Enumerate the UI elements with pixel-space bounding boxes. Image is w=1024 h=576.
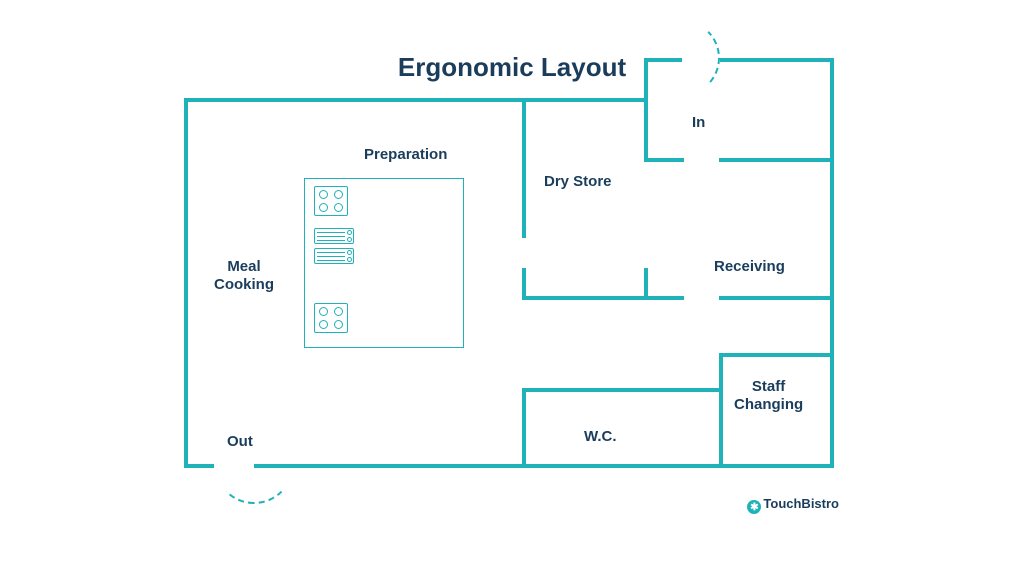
wall: [522, 296, 684, 300]
wall: [644, 268, 648, 300]
grill-knob-icon: [347, 257, 352, 262]
wall: [719, 353, 723, 468]
burner-icon: [319, 307, 328, 316]
brand-text: TouchBistro: [763, 496, 839, 511]
wall: [644, 158, 684, 162]
wall: [184, 98, 188, 468]
grill-line-icon: [317, 232, 345, 233]
wall: [830, 58, 834, 468]
wall: [522, 388, 722, 392]
wall: [719, 353, 834, 357]
burner-icon: [334, 307, 343, 316]
room-label-staff_chg: Staff Changing: [734, 378, 803, 414]
grill-line-icon: [317, 240, 345, 241]
grill-knob-icon: [347, 250, 352, 255]
diagram-title: Ergonomic Layout: [398, 52, 626, 83]
wall: [184, 98, 644, 102]
door-arc-icon: [644, 20, 720, 96]
grill-line-icon: [317, 256, 345, 257]
grill-knob-icon: [347, 237, 352, 242]
room-label-preparation: Preparation: [364, 146, 447, 164]
burner-icon: [319, 320, 328, 329]
door-arc-icon: [214, 424, 294, 504]
wall: [522, 98, 526, 238]
room-label-dry_store: Dry Store: [544, 173, 612, 191]
burner-icon: [319, 190, 328, 199]
room-label-in: In: [692, 114, 705, 132]
grill-line-icon: [317, 260, 345, 261]
floorplan: Preparation Meal Cooking Dry Store Receivin…: [184, 98, 834, 468]
grill-knob-icon: [347, 230, 352, 235]
brand-logo: ✱TouchBistro: [747, 496, 839, 515]
wall: [720, 58, 834, 62]
wall: [644, 98, 648, 160]
wall: [719, 296, 834, 300]
wall: [184, 464, 214, 468]
room-label-receiving: Receiving: [714, 258, 785, 276]
burner-icon: [334, 203, 343, 212]
room-label-wc: W.C.: [584, 428, 617, 446]
grill-line-icon: [317, 236, 345, 237]
burner-icon: [334, 320, 343, 329]
wall: [522, 388, 526, 468]
wall: [254, 464, 834, 468]
stove-icon: [314, 186, 348, 216]
brand-icon: ✱: [747, 500, 761, 514]
stove-icon: [314, 303, 348, 333]
wall: [719, 158, 834, 162]
grill-line-icon: [317, 252, 345, 253]
burner-icon: [334, 190, 343, 199]
room-label-meal_cooking: Meal Cooking: [214, 258, 274, 294]
burner-icon: [319, 203, 328, 212]
